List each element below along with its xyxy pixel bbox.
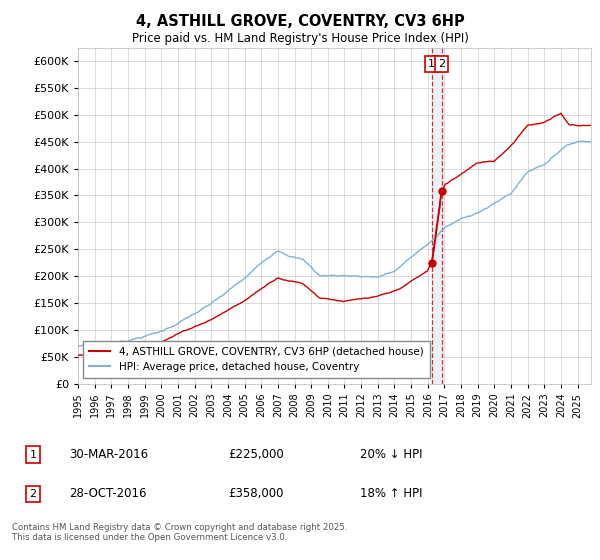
Text: Price paid vs. HM Land Registry's House Price Index (HPI): Price paid vs. HM Land Registry's House … (131, 32, 469, 45)
Text: 1: 1 (29, 450, 37, 460)
Text: £358,000: £358,000 (228, 487, 284, 501)
Text: Contains HM Land Registry data © Crown copyright and database right 2025.
This d: Contains HM Land Registry data © Crown c… (12, 522, 347, 542)
Text: 28-OCT-2016: 28-OCT-2016 (69, 487, 146, 501)
Text: 18% ↑ HPI: 18% ↑ HPI (360, 487, 422, 501)
Text: 2: 2 (438, 59, 445, 69)
Text: £225,000: £225,000 (228, 448, 284, 461)
Text: 20% ↓ HPI: 20% ↓ HPI (360, 448, 422, 461)
Legend: 4, ASTHILL GROVE, COVENTRY, CV3 6HP (detached house), HPI: Average price, detach: 4, ASTHILL GROVE, COVENTRY, CV3 6HP (det… (83, 340, 430, 379)
Bar (432, 48, 442, 384)
Text: 2: 2 (29, 489, 37, 499)
Text: 1: 1 (428, 59, 435, 69)
Text: 30-MAR-2016: 30-MAR-2016 (69, 448, 148, 461)
Text: 4, ASTHILL GROVE, COVENTRY, CV3 6HP: 4, ASTHILL GROVE, COVENTRY, CV3 6HP (136, 14, 464, 29)
